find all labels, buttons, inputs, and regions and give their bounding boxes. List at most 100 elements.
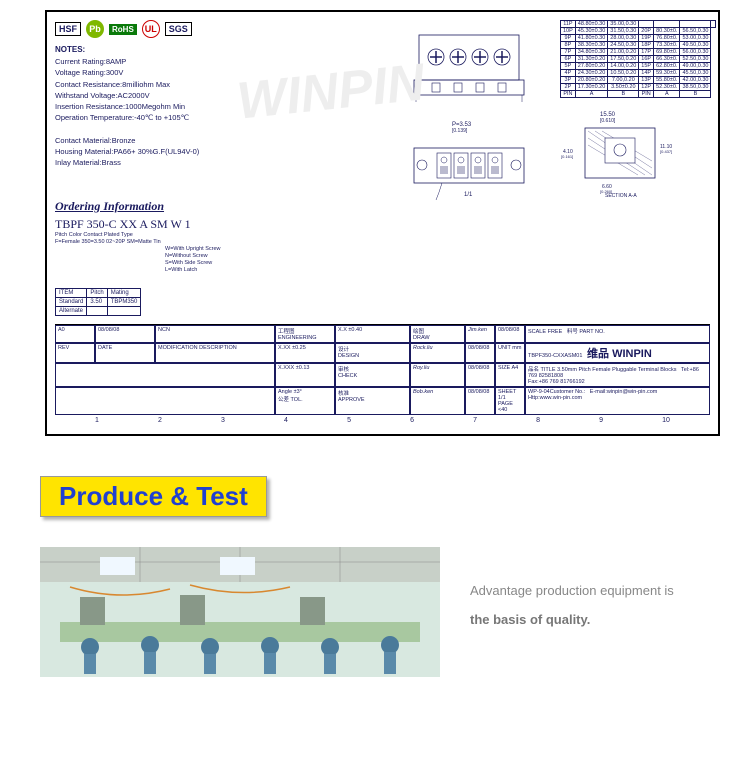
pin-cell: 20P <box>639 28 654 35</box>
note-line: Inlay Material:Brass <box>55 158 121 167</box>
tb-cell: 审核CHECK <box>335 363 410 387</box>
pin-cell: A <box>654 91 680 98</box>
std-cell <box>107 307 141 316</box>
pin-cell: 62.80±0. <box>654 63 680 70</box>
pin-cell: 24.30±0.20 <box>575 70 608 77</box>
pin-cell: B <box>680 91 711 98</box>
ruler-mark: 6 <box>410 417 414 424</box>
pin-cell: 66.30±0. <box>654 56 680 63</box>
right-column: 11P48.80±0.3035.00,0.3010P45.30±0.3031.5… <box>560 20 710 316</box>
order-sub-line: S=With Side Screw <box>165 260 212 266</box>
std-cell: TBPM350 <box>107 298 141 307</box>
tb-cell: TBPF350-CXXASM01 维品 WINPIN <box>525 343 710 363</box>
pin-cell: 5P <box>561 63 576 70</box>
tb-cell: X.XX ±0.25 <box>275 343 335 363</box>
sgs-badge: SGS <box>165 22 192 36</box>
produce-section: Produce & Test <box>40 476 720 517</box>
pin-cell <box>711 21 716 28</box>
standard-table: ITEMPitchMating Standard3.50TBPM350 Alte… <box>55 288 141 316</box>
pin-cell: 4P <box>561 70 576 77</box>
tb-cell: 08/08/08 <box>465 343 495 363</box>
tb-cell: 工程图ENGINEERING <box>275 325 335 343</box>
caption-text: Advantage production equipment is the ba… <box>470 577 674 634</box>
pin-cell: 45.50,0.30 <box>680 70 711 77</box>
cert-badges: HSF Pb RoHS UL SGS <box>55 20 398 38</box>
pin-cell: 13P <box>639 77 654 84</box>
note-line: Operation Temperature:-40℃ to +105℃ <box>55 113 189 122</box>
pin-cell: 10.50,0.20 <box>608 70 639 77</box>
pin-cell: 45.30±0.30 <box>575 28 608 35</box>
pin-cell: 76.80±0. <box>654 35 680 42</box>
pin-cell: 69.80±0. <box>654 49 680 56</box>
tb-cell: SCALE FREE 料号 PART NO. <box>525 325 710 343</box>
pin-cell: 14P <box>639 70 654 77</box>
connector-top-view <box>404 20 534 110</box>
pin-cell: 21.00,0.20 <box>608 49 639 56</box>
pin-cell: 10P <box>561 28 576 35</box>
order-sub-line: F=Female 350=3.50 02~20P SM=Matte Tin <box>55 239 161 245</box>
ruler-mark: 4 <box>284 417 288 424</box>
tb-cell: 08/08/08 <box>495 325 525 343</box>
order-sub-line: W=With Upright Screw <box>165 246 220 252</box>
pin-cell: 38.30±0.30 <box>575 42 608 49</box>
ordering-sub: Pitch Color Contact Plated Type F=Female… <box>55 232 398 275</box>
svg-text:[0.161]: [0.161] <box>561 154 573 159</box>
dim-label: [0.139] <box>452 128 468 134</box>
pin-cell: 3.50±0.20 <box>608 84 639 91</box>
note-line: Insertion Resistance:1000Megohm Min <box>55 102 185 111</box>
pin-cell: 17.50,0.20 <box>608 56 639 63</box>
note-line: Current Rating:8AMP <box>55 57 126 66</box>
svg-text:1/1: 1/1 <box>464 192 473 198</box>
rohs-badge: RoHS <box>109 24 137 35</box>
note-line: Withstand Voltage:AC2000V <box>55 91 150 100</box>
order-sub-line: Pitch Color Contact Plated Type <box>55 232 133 238</box>
tb-cell: WP-9-04Customer No.: E-mail:winpin@win-p… <box>525 387 710 415</box>
order-sub-line: N=Without Screw <box>165 253 208 259</box>
pin-cell: 19P <box>639 35 654 42</box>
svg-text:SECTION A-A: SECTION A-A <box>605 193 637 198</box>
ruler-mark: 10 <box>662 417 670 424</box>
tb-cell: SHEET 1/1PAGE <40 <box>495 387 525 415</box>
hsf-badge: HSF <box>55 22 81 36</box>
ruler-mark: 1 <box>95 417 99 424</box>
pb-badge: Pb <box>86 20 104 38</box>
svg-text:[0.610]: [0.610] <box>600 118 616 124</box>
produce-banner: Produce & Test <box>40 476 267 517</box>
pin-cell: 11P <box>561 21 576 28</box>
pin-cell: 17P <box>639 49 654 56</box>
pin-cell: 55.80±0. <box>654 77 680 84</box>
pin-cell: 31.50,0.30 <box>608 28 639 35</box>
svg-text:[0.437]: [0.437] <box>660 149 672 154</box>
tb-cell: 08/08/08 <box>95 325 155 343</box>
pin-cell: 16P <box>639 56 654 63</box>
pin-cell: 2P <box>561 84 576 91</box>
pin-cell <box>654 21 680 28</box>
note-line: Contact Material:Bronze <box>55 136 135 145</box>
ruler-mark: 5 <box>347 417 351 424</box>
tb-cell: UNIT mm <box>495 343 525 363</box>
pin-cell: 53.00,0.30 <box>680 35 711 42</box>
pin-cell: A <box>575 91 608 98</box>
note-line: Contact Resistance:8milliohm Max <box>55 80 170 89</box>
pin-cell: 18P <box>639 42 654 49</box>
pin-cell: 56.50,0.30 <box>680 28 711 35</box>
ordering-block: Ordering Information TBPF 350-C XX A SM … <box>55 199 398 275</box>
tb-cell: 08/08/08 <box>465 387 495 415</box>
pin-cell: 9P <box>561 35 576 42</box>
std-cell: Pitch <box>87 289 107 298</box>
pin-cell: 27.80±0.20 <box>575 63 608 70</box>
tb-cell: A0 <box>55 325 95 343</box>
ruler-mark: 3 <box>221 417 225 424</box>
pin-cell: 49.50,0.30 <box>680 42 711 49</box>
tb-cell: DATE <box>95 343 155 363</box>
pin-cell: 41.80±0.30 <box>575 35 608 42</box>
tb-cell: Angle ±3°公差 TOL. <box>275 387 335 415</box>
pin-cell: 20.80±0.20 <box>575 77 608 84</box>
ul-badge: UL <box>142 20 160 38</box>
order-sub-line: L=With Latch <box>165 267 197 273</box>
pin-cell: 7.00,0.20 <box>608 77 639 84</box>
cross-section-view: 15.50 [0.610] 4.10 [0.161] 11.10 [0.437]… <box>560 108 690 198</box>
pin-cell: 42.00,0.30 <box>680 77 711 84</box>
notes-heading: NOTES: <box>55 45 85 54</box>
tb-cell: X.XXX ±0.13 <box>275 363 335 387</box>
